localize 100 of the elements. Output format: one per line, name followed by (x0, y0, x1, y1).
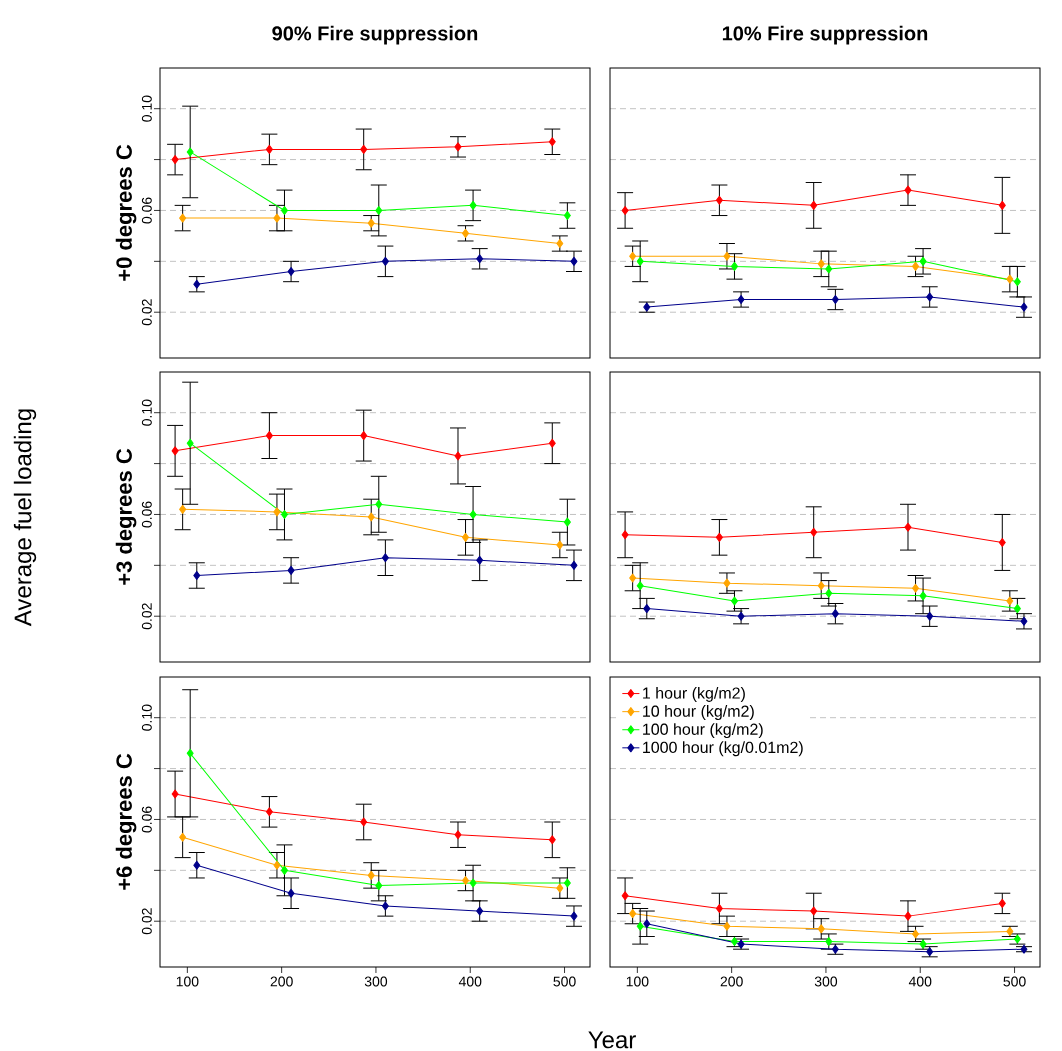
point (621, 891, 629, 901)
point (265, 431, 273, 441)
point (556, 883, 564, 893)
point (280, 205, 288, 215)
point (193, 860, 201, 870)
x-tick-label: 400 (908, 976, 932, 987)
x-axis-title: Year (588, 1031, 636, 1049)
x-tick-label: 200 (270, 976, 293, 987)
point (629, 573, 637, 583)
point (454, 142, 462, 152)
point (367, 870, 375, 880)
point (179, 832, 187, 842)
point (186, 748, 194, 758)
x-tick-label: 300 (814, 976, 838, 987)
point (817, 259, 825, 269)
point (563, 211, 571, 221)
point (1013, 604, 1021, 614)
point (287, 565, 295, 575)
point (265, 144, 273, 154)
point (381, 256, 389, 266)
point (462, 228, 470, 238)
point (629, 251, 637, 261)
point (360, 817, 368, 827)
point (171, 789, 179, 799)
point (810, 200, 818, 210)
y-tick-label: 0.02 (141, 299, 152, 326)
point (186, 147, 194, 157)
point (287, 888, 295, 898)
y-tick-label: 0.10 (141, 399, 152, 426)
point (810, 906, 818, 916)
point (621, 530, 629, 540)
point (469, 509, 477, 519)
point (476, 555, 484, 565)
y-tick-label: 0.06 (141, 806, 152, 833)
point (381, 553, 389, 563)
legend-label: 1 hour (kg/m2) (643, 687, 745, 702)
x-tick-label: 500 (1003, 976, 1026, 987)
x-tick-label: 200 (720, 976, 743, 987)
x-tick-label: 100 (626, 976, 649, 987)
point (825, 264, 833, 274)
point (563, 878, 571, 888)
point (904, 911, 912, 921)
x-tick-label: 300 (364, 976, 388, 987)
point (556, 540, 564, 550)
point (817, 924, 825, 934)
point (1020, 944, 1028, 954)
point (912, 929, 920, 939)
legend-label: 1000 hour (kg/0.01m2) (643, 741, 803, 757)
legend-label: 100 hour (kg/m2) (643, 723, 763, 739)
point (556, 239, 564, 249)
point (375, 881, 383, 891)
point (643, 302, 651, 312)
point (454, 830, 462, 840)
point (723, 251, 731, 261)
point (171, 155, 179, 165)
legend-label: 10 hour (kg/m2) (643, 705, 754, 721)
point (287, 267, 295, 277)
point (810, 527, 818, 537)
point (469, 200, 477, 210)
point (375, 205, 383, 215)
y-axis-title: +6 degrees C (115, 753, 137, 890)
point (1020, 302, 1028, 312)
point (462, 532, 470, 542)
point (1013, 277, 1021, 287)
point (998, 898, 1006, 908)
point (570, 560, 578, 570)
point (730, 261, 738, 271)
point (548, 835, 556, 845)
point (643, 919, 651, 929)
point (715, 195, 723, 205)
point (280, 509, 288, 519)
point (715, 532, 723, 542)
text: Average fuel loading (13, 409, 37, 627)
point (375, 499, 383, 509)
y-axis-title: +3 degrees C (115, 448, 137, 585)
point (636, 921, 644, 931)
point (737, 294, 745, 304)
point (912, 583, 920, 593)
point (636, 581, 644, 591)
point (273, 213, 281, 223)
point (570, 911, 578, 921)
point (998, 200, 1006, 210)
point (273, 507, 281, 517)
point (730, 596, 738, 606)
point (193, 279, 201, 289)
point (462, 876, 470, 886)
point (360, 144, 368, 154)
point (998, 537, 1006, 547)
point (926, 611, 934, 621)
point (563, 517, 571, 527)
point (723, 921, 731, 931)
point (469, 878, 477, 888)
point (643, 604, 651, 614)
x-tick-label: 500 (553, 976, 576, 987)
y-tick-label: 0.06 (141, 197, 152, 224)
point (280, 865, 288, 875)
point (723, 578, 731, 588)
point (629, 909, 637, 919)
point (360, 431, 368, 441)
point (186, 438, 194, 448)
